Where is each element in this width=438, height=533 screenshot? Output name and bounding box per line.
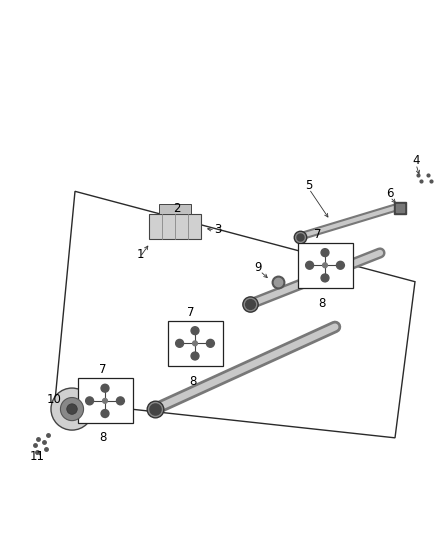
Text: 3: 3 [214,223,222,237]
Bar [78,378,133,423]
Text: 6: 6 [386,187,394,200]
Circle shape [101,409,109,417]
Text: 8: 8 [318,297,326,310]
Circle shape [51,388,93,430]
Circle shape [101,384,109,392]
Circle shape [321,274,329,282]
Circle shape [306,261,314,269]
Circle shape [193,341,198,346]
Circle shape [176,340,184,348]
Text: 4: 4 [412,155,420,167]
Circle shape [191,352,199,360]
Text: 1: 1 [136,248,144,261]
Circle shape [67,404,77,414]
Text: 10: 10 [46,393,61,406]
Circle shape [86,397,94,405]
Circle shape [323,263,327,268]
Bar [167,321,223,366]
Text: 11: 11 [29,450,45,463]
Circle shape [336,261,344,269]
Circle shape [321,249,329,256]
Text: 7: 7 [99,363,107,376]
Bar [297,243,353,288]
Text: 7: 7 [187,305,195,319]
Text: 2: 2 [173,202,181,215]
Circle shape [102,399,107,403]
Circle shape [191,327,199,335]
Text: 9: 9 [254,261,262,274]
Bar [159,205,191,214]
Circle shape [206,340,214,348]
Text: 8: 8 [99,431,107,445]
Circle shape [117,397,124,405]
Text: 5: 5 [305,179,313,192]
Text: 7: 7 [314,228,322,241]
Text: 8: 8 [189,375,197,387]
Bar [149,214,201,239]
Circle shape [60,398,84,421]
